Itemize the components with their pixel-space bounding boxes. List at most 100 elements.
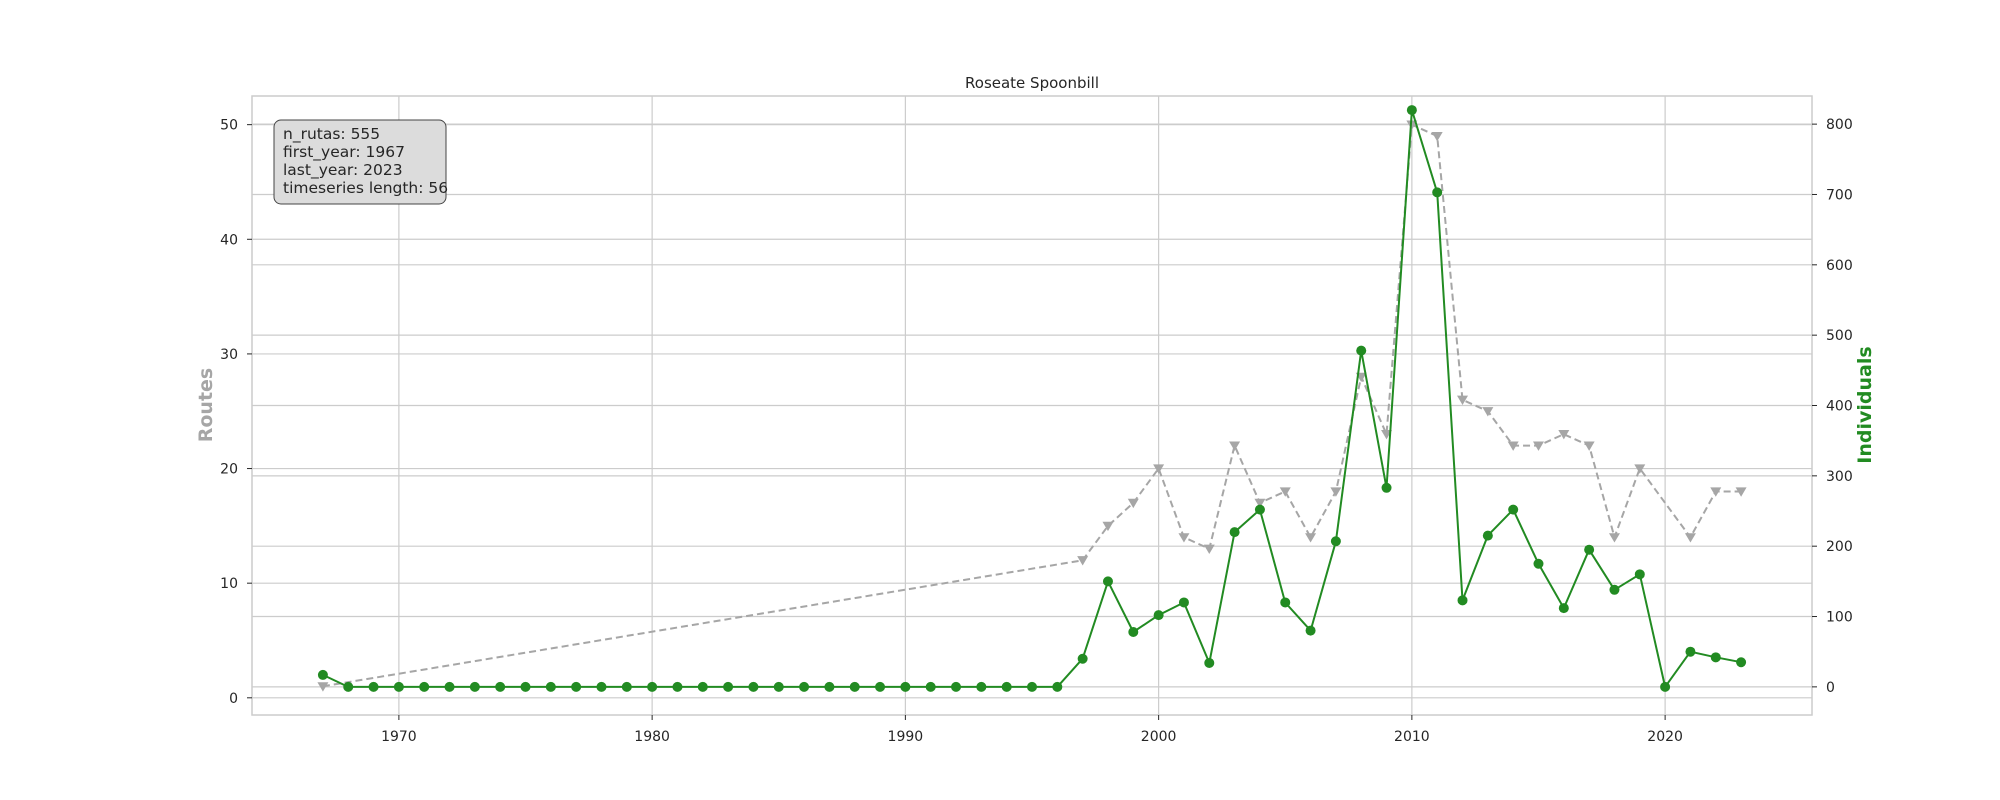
y-left-tick-label: 50 (220, 118, 238, 134)
data-point-individuals (1254, 504, 1265, 515)
y-right-tick-label: 200 (1826, 539, 1853, 555)
data-point-routes (1305, 533, 1317, 543)
data-point-routes (1102, 521, 1114, 532)
data-point-individuals (596, 681, 607, 692)
data-point-individuals (748, 681, 759, 692)
y-left-tick-label: 40 (220, 232, 238, 248)
y-axis-left: 0 10 20 30 40 50 (220, 118, 252, 707)
data-point-individuals (976, 681, 987, 692)
data-point-individuals (1178, 597, 1189, 608)
data-point-individuals (672, 681, 683, 692)
data-point-routes (1507, 441, 1519, 451)
data-point-routes (1532, 441, 1544, 451)
series-line-routes (322, 123, 1742, 688)
y-left-tick-label: 30 (220, 347, 238, 363)
data-point-individuals (571, 681, 582, 692)
y-right-tick-label: 800 (1826, 117, 1853, 133)
data-point-individuals (495, 681, 506, 692)
y-axis-left-label: Routes (195, 368, 217, 443)
data-point-individuals (1077, 653, 1088, 664)
data-point-individuals (1280, 597, 1291, 608)
info-line: last_year: 2023 (283, 161, 403, 180)
data-point-routes (1077, 556, 1089, 566)
data-point-individuals (1204, 657, 1215, 668)
y-left-tick-label: 20 (220, 462, 238, 478)
y-left-tick-label: 0 (229, 691, 238, 707)
data-point-routes (1203, 544, 1215, 555)
data-point-routes (1482, 407, 1494, 417)
data-point-individuals (419, 681, 430, 692)
info-line: first_year: 1967 (283, 143, 405, 162)
y-right-tick-label: 700 (1826, 187, 1853, 203)
data-point-individuals (444, 681, 455, 692)
x-tick-label: 1990 (888, 729, 924, 745)
data-point-individuals (1330, 536, 1341, 547)
y-axis-right-label: Individuals (1854, 346, 1876, 463)
data-point-individuals (1153, 610, 1164, 621)
data-point-individuals (368, 681, 379, 692)
y-right-tick-label: 0 (1826, 680, 1835, 696)
data-point-individuals (621, 681, 632, 692)
info-box: n_rutas: 555 first_year: 1967 last_year:… (273, 119, 448, 205)
data-point-individuals (1457, 595, 1468, 606)
data-point-individuals (1584, 544, 1595, 555)
y-axis-right: 0 100 200 300 400 500 600 700 800 (1812, 117, 1853, 696)
data-point-individuals (1533, 558, 1544, 569)
x-tick-label: 2000 (1141, 729, 1177, 745)
data-point-individuals (1001, 681, 1012, 692)
data-point-routes (1254, 498, 1266, 509)
chart-title: Roseate Spoonbill (965, 74, 1099, 92)
data-point-routes (1229, 441, 1241, 451)
y-right-tick-label: 500 (1826, 328, 1853, 344)
data-point-individuals (647, 681, 658, 692)
data-point-individuals (1229, 527, 1240, 538)
data-point-routes (317, 682, 329, 692)
data-point-individuals (343, 681, 354, 692)
info-box-frame (273, 119, 447, 205)
data-point-individuals (1027, 681, 1037, 692)
data-point-individuals (1432, 187, 1443, 198)
info-line: timeseries length: 56 (283, 179, 448, 197)
series-line-individuals (322, 109, 1742, 688)
y-right-tick-label: 100 (1826, 610, 1853, 626)
data-point-individuals (1685, 646, 1696, 657)
data-point-individuals (545, 681, 556, 692)
y-right-tick-label: 600 (1826, 258, 1853, 274)
data-point-routes (1279, 487, 1291, 497)
data-point-individuals (1736, 657, 1747, 668)
data-point-routes (1710, 487, 1722, 497)
data-point-routes (1127, 498, 1139, 509)
data-point-individuals (799, 681, 810, 692)
data-point-individuals (1508, 504, 1519, 515)
x-axis: 1970 1980 1990 2000 2010 2020 (381, 715, 1683, 745)
data-point-individuals (697, 681, 708, 692)
data-point-individuals (1660, 681, 1671, 692)
series-group (317, 105, 1747, 692)
data-point-individuals (900, 681, 911, 692)
data-point-individuals (1052, 681, 1063, 692)
y-left-tick-label: 10 (220, 576, 238, 592)
data-point-individuals (875, 681, 886, 692)
data-point-individuals (1381, 482, 1392, 493)
data-point-routes (1583, 441, 1595, 451)
info-line: n_rutas: 555 (283, 125, 380, 144)
data-point-individuals (317, 669, 328, 680)
data-point-individuals (1305, 625, 1316, 636)
data-point-individuals (1609, 584, 1620, 595)
data-point-individuals (723, 681, 734, 692)
data-point-individuals (1482, 530, 1493, 541)
data-point-routes (1558, 430, 1570, 440)
data-point-routes (1431, 131, 1443, 142)
data-point-individuals (1558, 603, 1569, 614)
data-point-individuals (824, 681, 835, 692)
data-point-individuals (849, 681, 860, 692)
data-point-routes (1634, 464, 1646, 474)
data-point-routes (1178, 533, 1190, 543)
grid (252, 96, 1812, 715)
data-point-routes (1457, 395, 1469, 405)
data-point-individuals (951, 681, 962, 692)
y-right-tick-label: 400 (1826, 399, 1853, 415)
y-right-tick-label: 300 (1826, 469, 1853, 485)
x-tick-label: 2020 (1647, 729, 1683, 745)
